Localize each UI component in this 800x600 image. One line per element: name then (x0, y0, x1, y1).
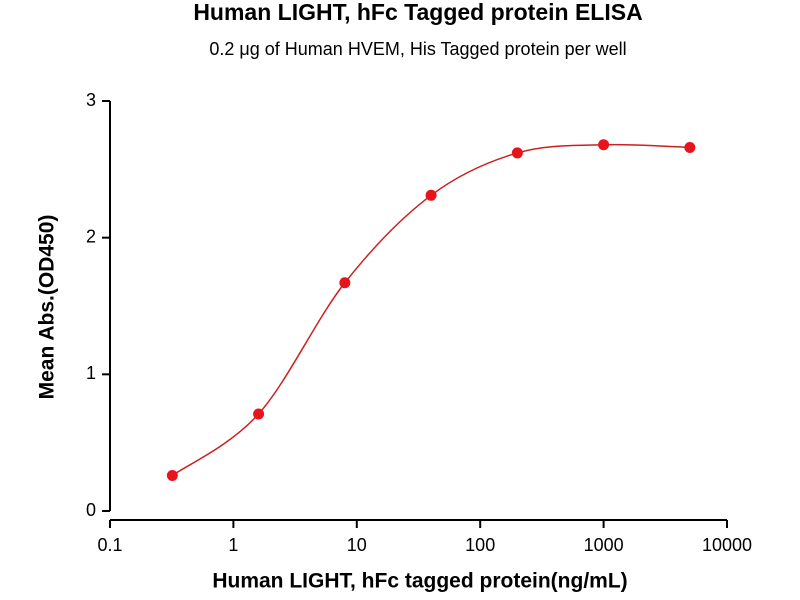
y-axis-label: Mean Abs.(OD450) (36, 215, 59, 400)
y-tick-label: 0 (86, 500, 96, 520)
data-point (339, 277, 351, 289)
y-tick-label: 1 (86, 363, 96, 383)
x-tick-label: 1 (228, 535, 238, 555)
chart-subtitle: 0.2 μg of Human HVEM, His Tagged protein… (209, 39, 626, 59)
x-axis-label: Human LIGHT, hFc tagged protein(ng/mL) (212, 570, 627, 593)
chart-title: Human LIGHT, hFc Tagged protein ELISA (193, 0, 642, 25)
data-point (511, 147, 523, 159)
data-point (253, 408, 265, 420)
y-tick-label: 3 (86, 90, 96, 110)
x-tick-label: 10 (347, 535, 367, 555)
y-tick-label: 2 (86, 226, 96, 246)
x-tick-label: 1000 (584, 535, 624, 555)
x-tick-label: 0.1 (97, 535, 122, 555)
data-point (598, 139, 610, 151)
data-point (166, 469, 178, 481)
x-tick-label: 100 (465, 535, 495, 555)
x-tick-label: 10000 (702, 535, 752, 555)
data-point (684, 141, 696, 153)
data-point (425, 189, 437, 201)
